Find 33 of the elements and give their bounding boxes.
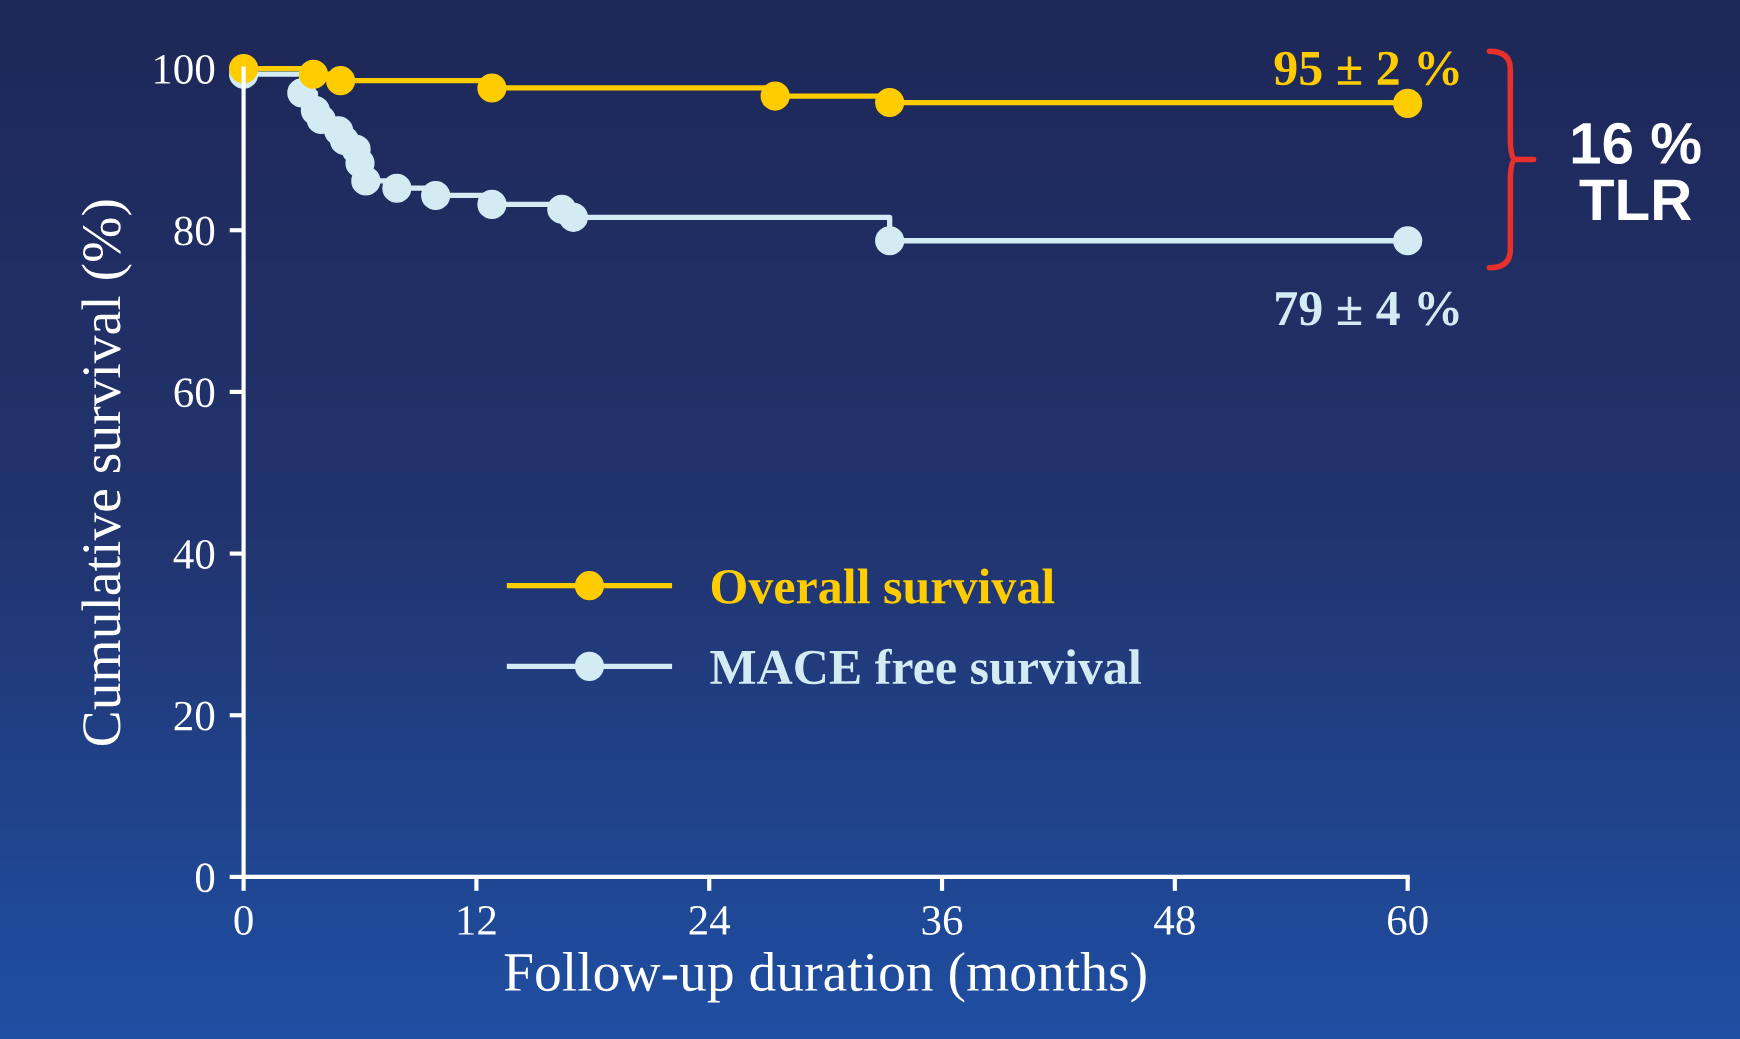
y-tick-label: 0 bbox=[195, 863, 215, 893]
annotation: 79 ± 4 % bbox=[1276, 291, 1459, 326]
annotation: 95 ± 2 % bbox=[1274, 51, 1459, 86]
legend-label: Overall survival bbox=[711, 568, 1055, 604]
point bbox=[1393, 88, 1423, 118]
point bbox=[298, 59, 329, 89]
text: 16 % TLR bbox=[1572, 122, 1701, 220]
point bbox=[875, 226, 905, 256]
x-tick-label: 12 bbox=[458, 906, 496, 935]
point bbox=[477, 73, 507, 103]
point bbox=[326, 66, 356, 96]
point bbox=[351, 166, 381, 196]
point bbox=[382, 173, 412, 203]
x-tick-label: 48 bbox=[1154, 905, 1195, 935]
x-tick-label: 0 bbox=[234, 905, 253, 935]
point bbox=[760, 81, 790, 111]
legend-label: MACE free survival bbox=[710, 648, 1141, 685]
y-tick-label: 40 bbox=[173, 539, 215, 569]
x-tick-label: 24 bbox=[689, 906, 731, 935]
x-tick-label: 60 bbox=[1387, 905, 1428, 935]
y-axis-title: Cumulative survival (%) bbox=[81, 200, 132, 746]
y-tick-label: 20 bbox=[174, 701, 215, 731]
point bbox=[421, 180, 451, 211]
point bbox=[558, 202, 589, 232]
y-tick-label: 100 bbox=[155, 54, 215, 84]
y-tick-label: 80 bbox=[174, 216, 215, 246]
point bbox=[477, 189, 507, 219]
y-tick-label: 60 bbox=[174, 378, 215, 408]
point bbox=[229, 53, 259, 84]
point bbox=[1393, 226, 1423, 256]
point bbox=[875, 87, 905, 118]
x-tick-label: 36 bbox=[922, 906, 963, 935]
x-axis-title: Follow-up duration (months) bbox=[504, 952, 1146, 1003]
